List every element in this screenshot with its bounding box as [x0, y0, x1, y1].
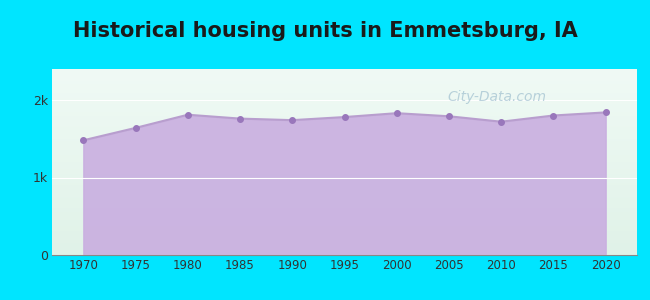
Text: City-Data.com: City-Data.com [447, 90, 546, 104]
Text: Historical housing units in Emmetsburg, IA: Historical housing units in Emmetsburg, … [73, 21, 577, 41]
